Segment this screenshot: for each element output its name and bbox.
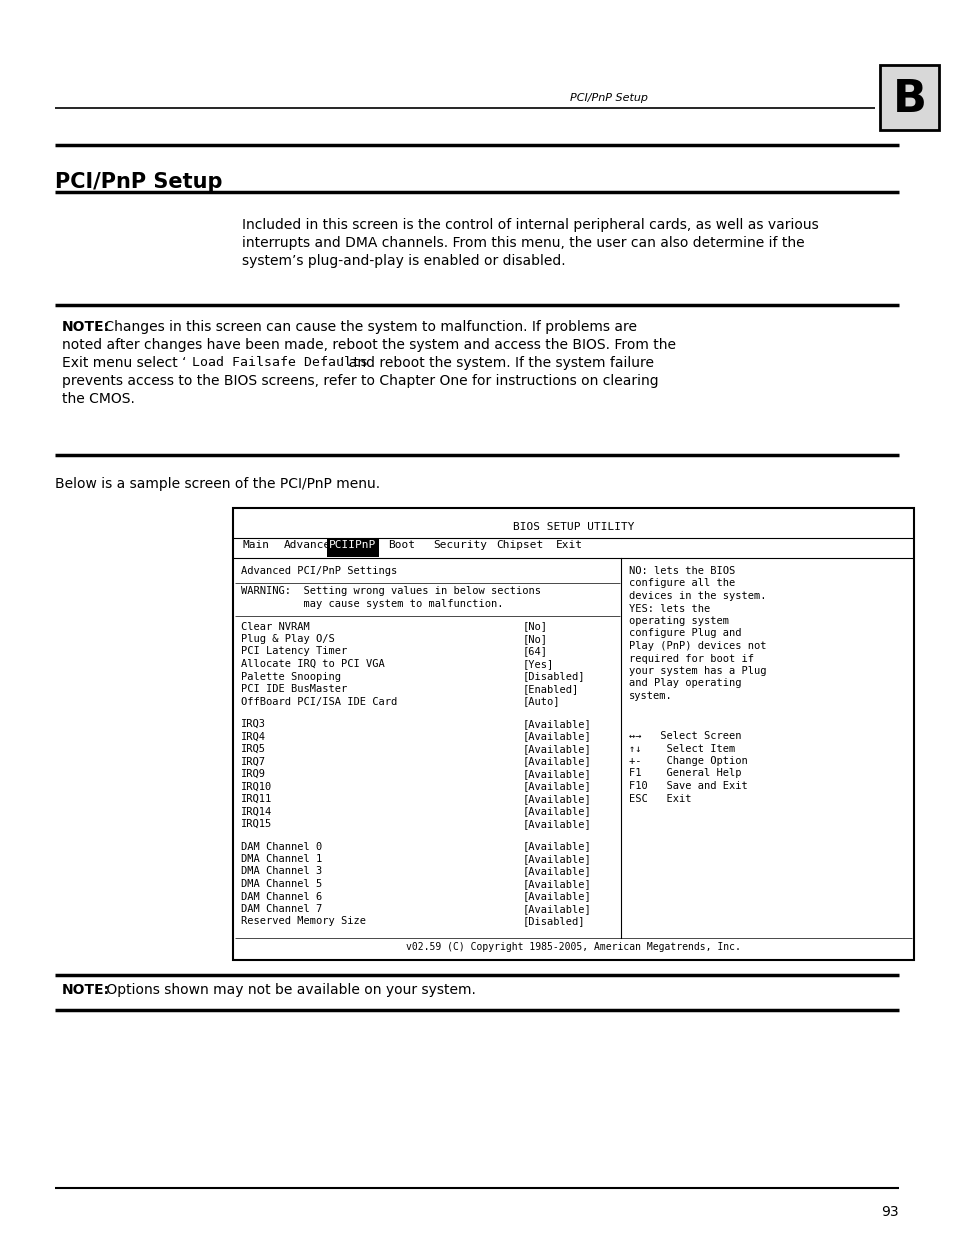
Text: DMA Channel 5: DMA Channel 5 [241, 879, 322, 889]
Text: [Disabled]: [Disabled] [522, 916, 585, 926]
Text: Chipset: Chipset [496, 540, 542, 550]
Text: Below is a sample screen of the PCI/PnP menu.: Below is a sample screen of the PCI/PnP … [55, 477, 379, 492]
Text: BIOS SETUP UTILITY: BIOS SETUP UTILITY [512, 522, 634, 532]
Text: Exit menu select ‘: Exit menu select ‘ [62, 356, 186, 370]
Text: DMA Channel 3: DMA Channel 3 [241, 867, 322, 877]
Text: Options shown may not be available on your system.: Options shown may not be available on yo… [102, 983, 476, 997]
Text: +-    Change Option: +- Change Option [628, 756, 747, 766]
Text: [Available]: [Available] [522, 782, 591, 792]
Text: [Disabled]: [Disabled] [522, 672, 585, 682]
Text: PCI/PnP Setup: PCI/PnP Setup [55, 172, 222, 191]
Text: IRQ3: IRQ3 [241, 719, 266, 729]
Text: IRQ4: IRQ4 [241, 731, 266, 741]
Text: DAM Channel 7: DAM Channel 7 [241, 904, 322, 914]
Text: IRQ7: IRQ7 [241, 757, 266, 767]
Text: Included in this screen is the control of internal peripheral cards, as well as : Included in this screen is the control o… [242, 219, 818, 232]
Text: [Available]: [Available] [522, 743, 591, 755]
Bar [233, 508, 913, 960]
Text: IRQ10: IRQ10 [241, 782, 272, 792]
Text: NO: lets the BIOS: NO: lets the BIOS [628, 566, 735, 576]
Text: PCI/PnP Setup: PCI/PnP Setup [569, 93, 647, 103]
Text: ↑↓    Select Item: ↑↓ Select Item [628, 743, 735, 753]
Text: B: B [892, 78, 925, 121]
Text: ’ and reboot the system. If the system failure: ’ and reboot the system. If the system f… [339, 356, 654, 370]
Text: YES: lets the: YES: lets the [628, 604, 709, 614]
Text: NOTE:: NOTE: [62, 983, 110, 997]
Text: [Available]: [Available] [522, 731, 591, 741]
Text: configure all the: configure all the [628, 578, 735, 589]
Text: WARNING:  Setting wrong values in below sections: WARNING: Setting wrong values in below s… [241, 587, 540, 597]
Text: DMA Channel 1: DMA Channel 1 [241, 853, 322, 864]
Text: Reserved Memory Size: Reserved Memory Size [241, 916, 366, 926]
Text: the CMOS.: the CMOS. [62, 391, 134, 406]
Text: Clear NVRAM: Clear NVRAM [241, 621, 310, 631]
Bar [327, 538, 378, 557]
Text: IRQ9: IRQ9 [241, 769, 266, 779]
Text: Main: Main [243, 540, 270, 550]
Text: [Enabled]: [Enabled] [522, 684, 578, 694]
Text: ↔→   Select Screen: ↔→ Select Screen [628, 731, 740, 741]
Text: your system has a Plug: your system has a Plug [628, 666, 765, 676]
Text: interrupts and DMA channels. From this menu, the user can also determine if the: interrupts and DMA channels. From this m… [242, 236, 803, 249]
Text: [Available]: [Available] [522, 719, 591, 729]
Text: [Available]: [Available] [522, 819, 591, 829]
Text: system’s plug-and-play is enabled or disabled.: system’s plug-and-play is enabled or dis… [242, 254, 565, 268]
Text: Allocate IRQ to PCI VGA: Allocate IRQ to PCI VGA [241, 659, 384, 669]
Text: DAM Channel 0: DAM Channel 0 [241, 841, 322, 851]
Text: OffBoard PCI/ISA IDE Card: OffBoard PCI/ISA IDE Card [241, 697, 396, 706]
Text: Play (PnP) devices not: Play (PnP) devices not [628, 641, 765, 651]
Text: NOTE:: NOTE: [62, 320, 110, 333]
Text: DAM Channel 6: DAM Channel 6 [241, 892, 322, 902]
Text: [No]: [No] [522, 621, 547, 631]
Text: [Available]: [Available] [522, 867, 591, 877]
Text: [Available]: [Available] [522, 794, 591, 804]
Text: [Available]: [Available] [522, 892, 591, 902]
Text: configure Plug and: configure Plug and [628, 629, 740, 638]
Text: prevents access to the BIOS screens, refer to Chapter One for instructions on cl: prevents access to the BIOS screens, ref… [62, 374, 658, 388]
Text: devices in the system.: devices in the system. [628, 592, 765, 601]
Bar [879, 65, 938, 130]
Text: noted after changes have been made, reboot the system and access the BIOS. From : noted after changes have been made, rebo… [62, 338, 676, 352]
Text: IRQ5: IRQ5 [241, 743, 266, 755]
Text: IRQ15: IRQ15 [241, 819, 272, 829]
Text: [No]: [No] [522, 634, 547, 643]
Text: Advanced: Advanced [284, 540, 337, 550]
Text: F10   Save and Exit: F10 Save and Exit [628, 781, 747, 790]
Text: PCI Latency Timer: PCI Latency Timer [241, 646, 347, 657]
Text: Plug & Play O/S: Plug & Play O/S [241, 634, 335, 643]
Text: [Available]: [Available] [522, 879, 591, 889]
Text: IRQ14: IRQ14 [241, 806, 272, 816]
Text: [Yes]: [Yes] [522, 659, 554, 669]
Text: [Available]: [Available] [522, 769, 591, 779]
Text: Load Failsafe Defaults: Load Failsafe Defaults [192, 356, 368, 369]
Text: required for boot if: required for boot if [628, 653, 753, 663]
Text: PCI IDE BusMaster: PCI IDE BusMaster [241, 684, 347, 694]
Text: system.: system. [628, 692, 672, 701]
Text: v02.59 (C) Copyright 1985-2005, American Megatrends, Inc.: v02.59 (C) Copyright 1985-2005, American… [406, 942, 740, 952]
Text: Changes in this screen can cause the system to malfunction. If problems are: Changes in this screen can cause the sys… [100, 320, 637, 333]
Text: operating system: operating system [628, 616, 728, 626]
Text: [Available]: [Available] [522, 757, 591, 767]
Text: F1    General Help: F1 General Help [628, 768, 740, 778]
Text: Advanced PCI/PnP Settings: Advanced PCI/PnP Settings [241, 566, 396, 576]
Text: PCIIPnP: PCIIPnP [329, 540, 376, 550]
Text: Security: Security [433, 540, 486, 550]
Text: IRQ11: IRQ11 [241, 794, 272, 804]
Text: [Auto]: [Auto] [522, 697, 560, 706]
Text: Palette Snooping: Palette Snooping [241, 672, 340, 682]
Text: [Available]: [Available] [522, 853, 591, 864]
Text: [Available]: [Available] [522, 841, 591, 851]
Text: [Available]: [Available] [522, 904, 591, 914]
Text: Exit: Exit [556, 540, 582, 550]
Text: and Play operating: and Play operating [628, 678, 740, 688]
Text: [Available]: [Available] [522, 806, 591, 816]
Text: [64]: [64] [522, 646, 547, 657]
Text: may cause system to malfunction.: may cause system to malfunction. [241, 599, 503, 609]
Text: 93: 93 [881, 1205, 898, 1219]
Text: ESC   Exit: ESC Exit [628, 794, 691, 804]
Text: Boot: Boot [388, 540, 415, 550]
